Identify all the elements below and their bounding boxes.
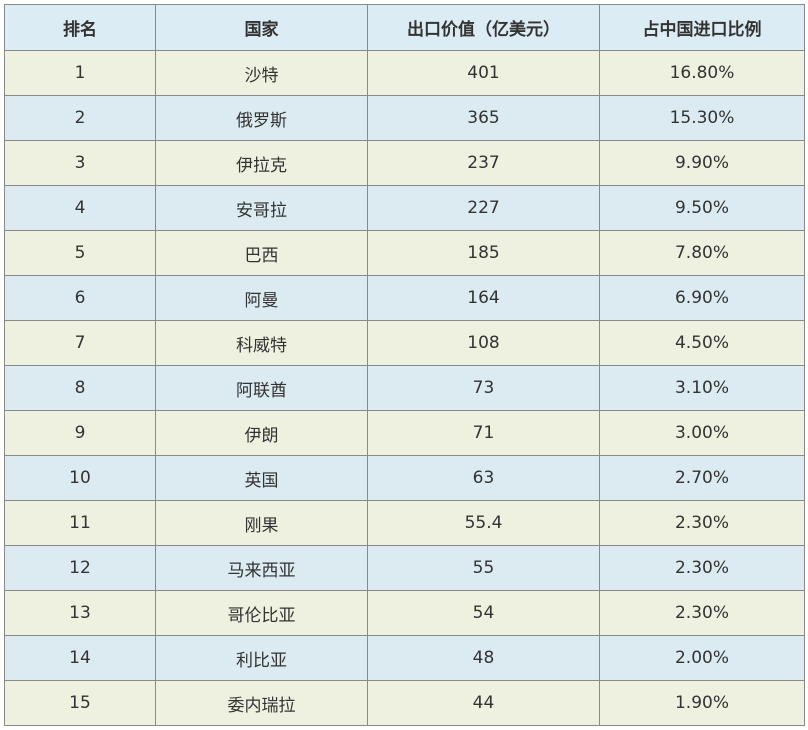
table-row: 5 巴西 185 7.80% [4, 230, 805, 276]
table-cell: 48 [367, 635, 600, 681]
table-cell: 8 [4, 365, 156, 411]
table-cell: 6 [4, 275, 156, 321]
table-cell: 15 [4, 680, 156, 726]
header-cell: 占中国进口比例 [599, 4, 805, 51]
table-cell: 11 [4, 500, 156, 546]
table-row: 1 沙特 401 16.80% [4, 50, 805, 96]
table-cell: 俄罗斯 [155, 95, 368, 141]
table-cell: 164 [367, 275, 600, 321]
table-cell: 55.4 [367, 500, 600, 546]
table-cell: 237 [367, 140, 600, 186]
table-row: 7 科威特 108 4.50% [4, 320, 805, 366]
table-cell: 4.50% [599, 320, 805, 366]
table-cell: 6.90% [599, 275, 805, 321]
table-row: 8 阿联酋 73 3.10% [4, 365, 805, 411]
table-cell: 227 [367, 185, 600, 231]
table-row: 10 英国 63 2.70% [4, 455, 805, 501]
table-cell: 科威特 [155, 320, 368, 366]
table-cell: 108 [367, 320, 600, 366]
table-cell: 14 [4, 635, 156, 681]
table-row: 4 安哥拉 227 9.50% [4, 185, 805, 231]
table-cell: 10 [4, 455, 156, 501]
table-row: 9 伊朗 71 3.00% [4, 410, 805, 456]
table-cell: 阿联酋 [155, 365, 368, 411]
table-row: 12 马来西亚 55 2.30% [4, 545, 805, 591]
table-cell: 安哥拉 [155, 185, 368, 231]
table-cell: 54 [367, 590, 600, 636]
table-cell: 365 [367, 95, 600, 141]
table-row: 6 阿曼 164 6.90% [4, 275, 805, 321]
table-cell: 2.70% [599, 455, 805, 501]
table-cell: 英国 [155, 455, 368, 501]
table-cell: 2.30% [599, 545, 805, 591]
table-cell: 16.80% [599, 50, 805, 96]
table-cell: 9 [4, 410, 156, 456]
table-cell: 3.00% [599, 410, 805, 456]
table-cell: 401 [367, 50, 600, 96]
table-cell: 55 [367, 545, 600, 591]
header-cell: 出口价值（亿美元） [367, 4, 600, 51]
table-cell: 9.90% [599, 140, 805, 186]
table-cell: 哥伦比亚 [155, 590, 368, 636]
table-cell: 71 [367, 410, 600, 456]
table-cell: 2.30% [599, 500, 805, 546]
table-row: 15 委内瑞拉 44 1.90% [4, 680, 805, 726]
table-cell: 1.90% [599, 680, 805, 726]
table-cell: 12 [4, 545, 156, 591]
header-cell: 国家 [155, 4, 368, 51]
table-cell: 利比亚 [155, 635, 368, 681]
table-row: 11 刚果 55.4 2.30% [4, 500, 805, 546]
table-cell: 63 [367, 455, 600, 501]
table-cell: 185 [367, 230, 600, 276]
table-cell: 9.50% [599, 185, 805, 231]
data-table: 排名 国家 出口价值（亿美元） 占中国进口比例 1 沙特 401 16.80% 2 俄罗斯 365… [4, 4, 805, 726]
table-cell: 1 [4, 50, 156, 96]
table-header: 排名 国家 出口价值（亿美元） 占中国进口比例 [4, 4, 805, 51]
table-cell: 13 [4, 590, 156, 636]
table-cell: 委内瑞拉 [155, 680, 368, 726]
table-row: 14 利比亚 48 2.00% [4, 635, 805, 681]
table-cell: 阿曼 [155, 275, 368, 321]
table-body: 1 沙特 401 16.80% 2 俄罗斯 365 15.30% 3 伊拉克 237 9.90% 4 安哥… [4, 50, 805, 726]
table-row: 13 哥伦比亚 54 2.30% [4, 590, 805, 636]
table-cell: 马来西亚 [155, 545, 368, 591]
table-cell: 2 [4, 95, 156, 141]
table-cell: 7 [4, 320, 156, 366]
table-cell: 刚果 [155, 500, 368, 546]
table-cell: 伊朗 [155, 410, 368, 456]
table-cell: 2.30% [599, 590, 805, 636]
header-cell: 排名 [4, 4, 156, 51]
table-cell: 15.30% [599, 95, 805, 141]
table-cell: 伊拉克 [155, 140, 368, 186]
table-cell: 巴西 [155, 230, 368, 276]
table-cell: 5 [4, 230, 156, 276]
table-cell: 44 [367, 680, 600, 726]
table-cell: 沙特 [155, 50, 368, 96]
header-row: 排名 国家 出口价值（亿美元） 占中国进口比例 [4, 4, 805, 51]
table-row: 3 伊拉克 237 9.90% [4, 140, 805, 186]
table-row: 2 俄罗斯 365 15.30% [4, 95, 805, 141]
table-cell: 3 [4, 140, 156, 186]
table-cell: 2.00% [599, 635, 805, 681]
table-cell: 73 [367, 365, 600, 411]
table-cell: 4 [4, 185, 156, 231]
table-cell: 7.80% [599, 230, 805, 276]
table-cell: 3.10% [599, 365, 805, 411]
